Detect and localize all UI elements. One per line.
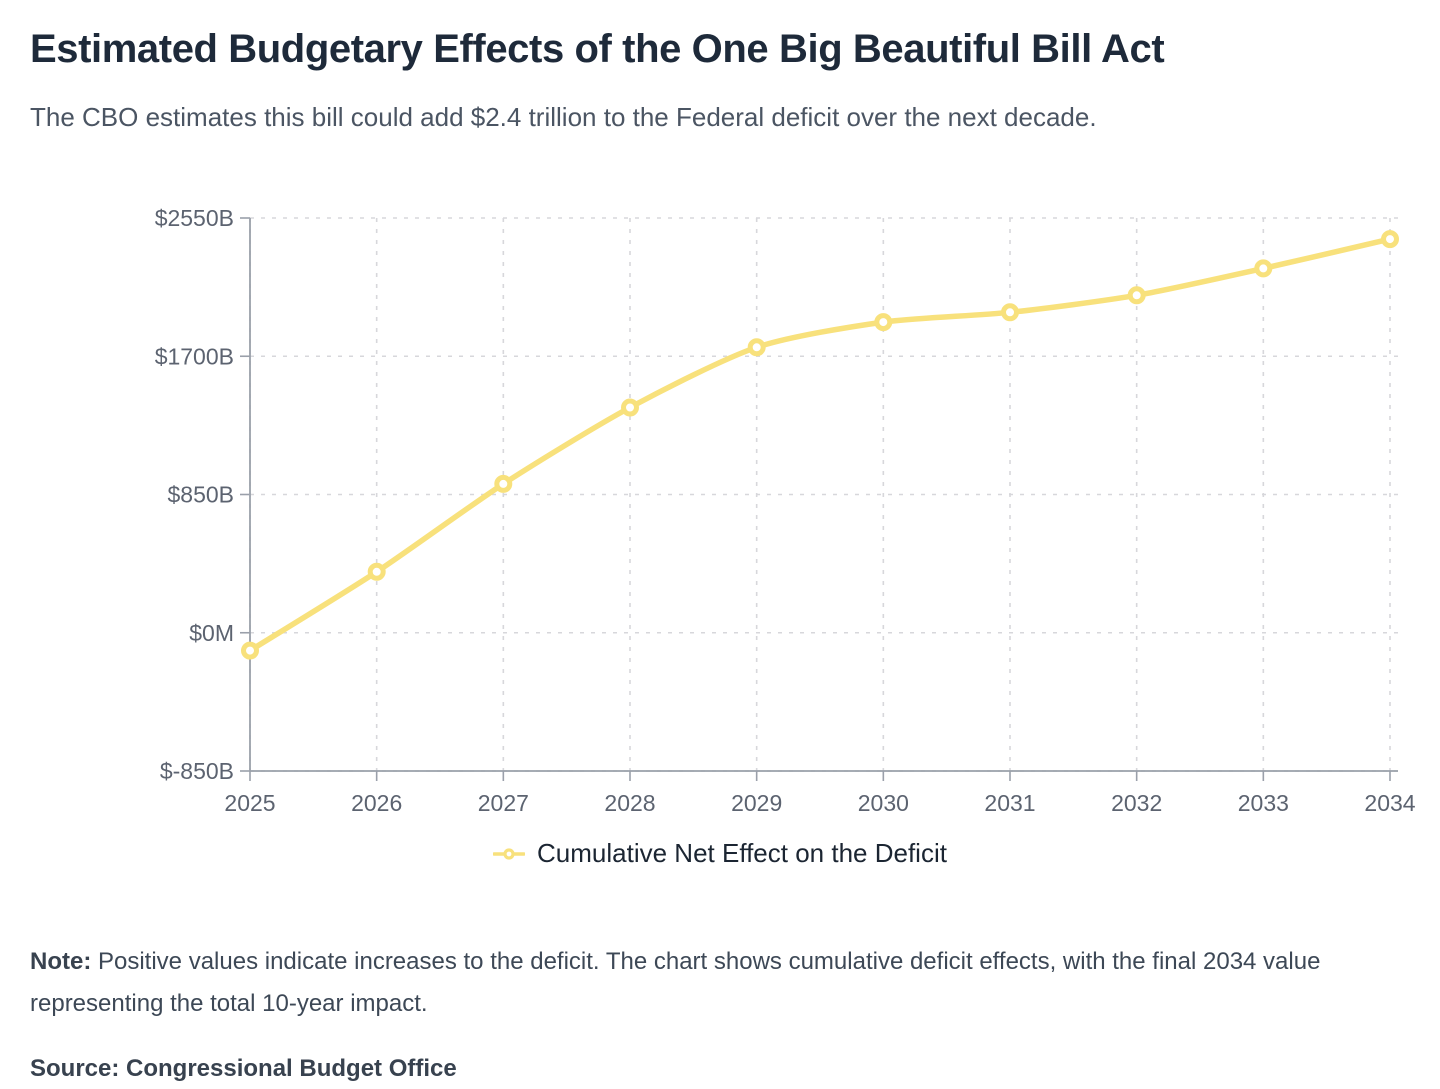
x-axis-tick-label: 2026 <box>351 790 402 816</box>
data-point-2031[interactable] <box>1001 303 1019 322</box>
legend-label: Cumulative Net Effect on the Deficit <box>537 838 947 869</box>
x-axis-tick-label: 2029 <box>731 790 782 816</box>
x-axis-tick-label: 2033 <box>1238 790 1289 816</box>
data-point-2032[interactable] <box>1127 286 1146 305</box>
note-label: Note: <box>30 948 92 976</box>
chart-source: Source: Congressional Budget Office <box>30 1055 457 1083</box>
data-point-2025[interactable] <box>241 641 259 660</box>
y-axis-tick-label: $2550B <box>155 205 234 231</box>
chart-area: $2550B $1700B $850B $0M $-850B 2025 2026 2027 20… <box>30 191 1416 869</box>
data-point-2029[interactable] <box>747 338 766 357</box>
data-point-2034[interactable] <box>1381 230 1399 249</box>
y-axis-tick-label: $0M <box>189 620 234 646</box>
x-axis-tick-label: 2028 <box>604 790 655 816</box>
data-point-2027[interactable] <box>494 475 513 494</box>
y-axis-tick-label: $1700B <box>155 343 234 369</box>
legend-line-marker-icon <box>493 847 526 861</box>
chart-subtitle: The CBO estimates this bill could add $2… <box>30 102 1097 132</box>
y-axis-tick-label: $850B <box>167 482 234 508</box>
series-line <box>247 236 1393 654</box>
deficit-line-chart[interactable]: $2550B $1700B $850B $0M $-850B 2025 2026 2027 20… <box>30 191 1416 826</box>
data-point-2033[interactable] <box>1254 259 1273 278</box>
x-axis-tick-label: 2034 <box>1364 790 1415 816</box>
data-point-2030[interactable] <box>874 313 893 332</box>
y-axis-tick-label: $-850B <box>160 758 234 784</box>
x-axis-tick-label: 2030 <box>858 790 909 816</box>
note-text: Positive values indicate increases to th… <box>30 948 1321 1018</box>
chart-note: Note: Positive values indicate increases… <box>30 941 1410 1025</box>
legend-item[interactable]: Cumulative Net Effect on the Deficit <box>30 838 1410 869</box>
data-point-2026[interactable] <box>367 562 386 581</box>
x-axis-tick-label: 2032 <box>1111 790 1162 816</box>
x-axis-tick-label: 2027 <box>478 790 529 816</box>
data-point-2028[interactable] <box>621 398 639 417</box>
x-axis-tick-label: 2025 <box>224 790 275 816</box>
chart-title: Estimated Budgetary Effects of the One B… <box>30 27 1165 71</box>
x-axis-tick-label: 2031 <box>984 790 1035 816</box>
